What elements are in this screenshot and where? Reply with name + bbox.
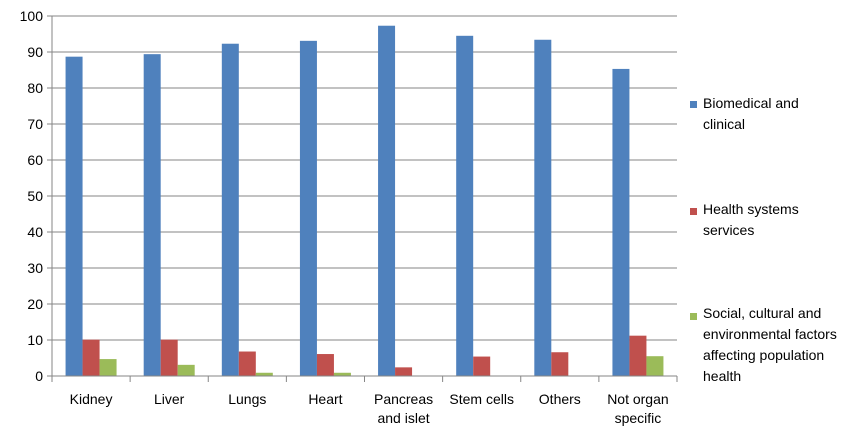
bar — [160, 339, 178, 376]
bar — [395, 367, 413, 376]
x-category-label: Stem cells — [449, 391, 514, 407]
y-tick-label: 100 — [20, 8, 44, 24]
x-category-label: Pancreas — [374, 391, 433, 407]
legend-label: Social, cultural and — [703, 305, 821, 321]
bar — [177, 364, 195, 376]
legend-item: Health systems services — [690, 201, 799, 238]
legend-swatch — [690, 101, 697, 108]
legend-swatch — [690, 313, 697, 320]
bar — [299, 40, 317, 377]
bar — [316, 354, 334, 376]
bar — [255, 372, 273, 376]
x-category-label: Kidney — [70, 391, 113, 407]
bar — [333, 372, 351, 376]
y-tick-label: 0 — [35, 368, 43, 384]
y-tick-label: 70 — [27, 116, 43, 132]
bar — [378, 25, 396, 376]
y-tick-labels: 0 10 20 30 40 50 60 70 80 90 100 — [20, 8, 44, 384]
legend-label: clinical — [703, 116, 745, 132]
legend-item: Biomedical and clinical — [690, 95, 799, 132]
y-tick-label: 30 — [27, 260, 43, 276]
x-category-label: specific — [615, 410, 662, 426]
legend-label: services — [703, 222, 754, 238]
legend-item: Social, cultural and environmental factor… — [690, 305, 837, 384]
bar — [534, 39, 552, 376]
legend: Biomedical and clinical Health systems serv… — [690, 95, 837, 384]
bar — [473, 356, 491, 376]
bar — [82, 339, 100, 376]
y-tick-label: 90 — [27, 44, 43, 60]
bar — [143, 54, 161, 376]
legend-label: affecting population — [703, 347, 824, 363]
legend-swatch — [690, 208, 697, 215]
legend-label: environmental factors — [703, 326, 837, 342]
x-category-label: and islet — [377, 410, 429, 426]
bar — [238, 351, 256, 376]
legend-label: Health systems — [703, 201, 799, 217]
x-category-label: Heart — [308, 391, 342, 407]
y-tick-label: 50 — [27, 188, 43, 204]
x-category-labels: Kidney Liver Lungs Heart Pancreas and islet St… — [70, 391, 669, 426]
y-tick-label: 60 — [27, 152, 43, 168]
bar — [551, 352, 569, 376]
x-category-label: Others — [539, 391, 581, 407]
bar — [456, 35, 474, 377]
x-category-label: Not organ — [607, 391, 668, 407]
axes — [47, 15, 678, 382]
bars — [65, 25, 664, 377]
bar — [612, 68, 630, 377]
bar — [221, 43, 239, 376]
bar — [646, 356, 664, 376]
y-tick-label: 20 — [27, 296, 43, 312]
y-tick-label: 80 — [27, 80, 43, 96]
x-category-label: Liver — [154, 391, 185, 407]
bar — [99, 359, 117, 376]
x-category-label: Lungs — [228, 391, 266, 407]
bar — [65, 56, 83, 377]
bar — [629, 335, 647, 376]
y-tick-label: 40 — [27, 224, 43, 240]
y-tick-label: 10 — [27, 332, 43, 348]
legend-label: Biomedical and — [703, 95, 799, 111]
legend-label: health — [703, 368, 741, 384]
